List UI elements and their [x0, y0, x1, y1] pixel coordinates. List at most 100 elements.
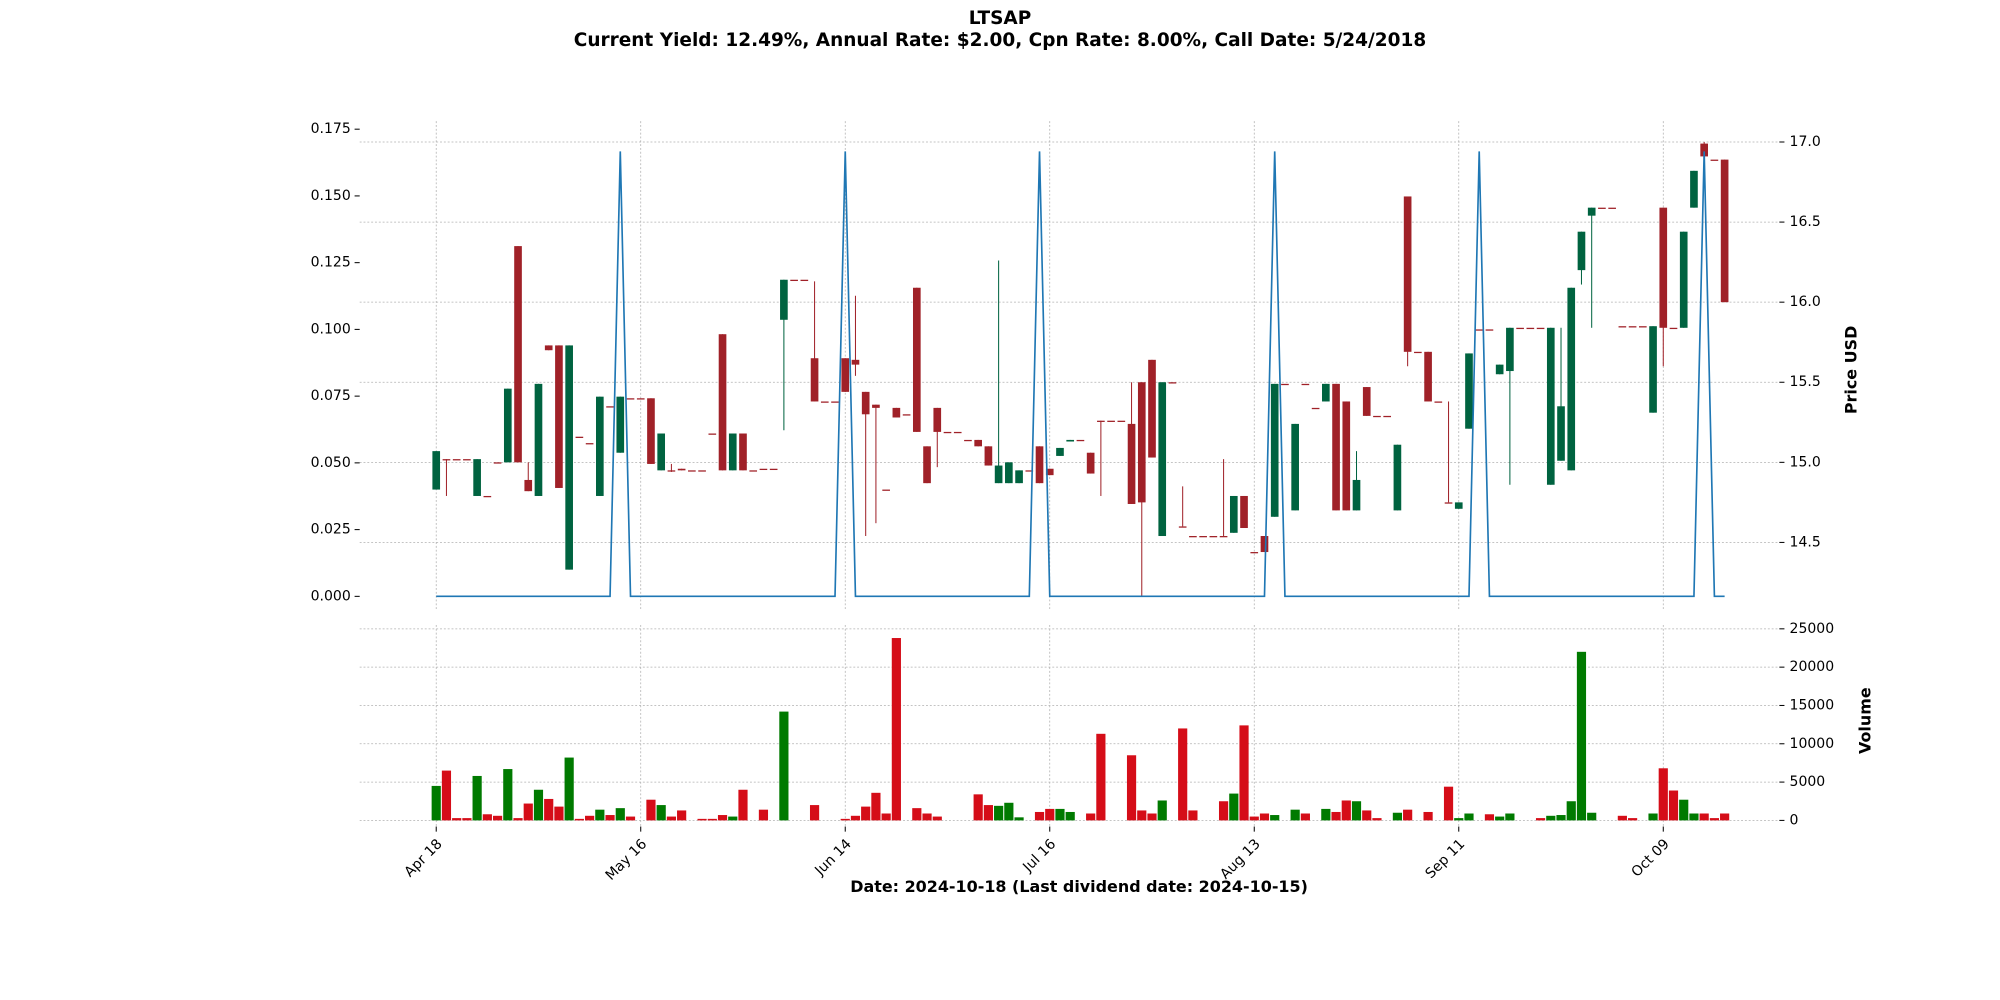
- volume-bar: [554, 806, 564, 821]
- volume-bar: [779, 711, 789, 821]
- candle-body: [820, 401, 829, 403]
- y2-tick-label: 16.5: [1790, 214, 1821, 230]
- candle-body: [1720, 159, 1729, 303]
- candle-body: [841, 358, 850, 392]
- volume-bar: [891, 638, 901, 821]
- candle-body: [1649, 326, 1657, 413]
- volume-bar: [697, 818, 707, 821]
- candle-body: [902, 414, 911, 416]
- candle-body: [544, 345, 553, 351]
- candle-body: [1495, 364, 1504, 375]
- candle-body: [1229, 495, 1238, 533]
- candle-body: [728, 433, 737, 471]
- volume-bar: [1576, 651, 1587, 821]
- x-tick-label: Jul 16: [1019, 836, 1059, 876]
- volume-bar: [1014, 817, 1024, 821]
- volume-bar: [1699, 813, 1709, 821]
- candle-body: [974, 439, 982, 447]
- candle-body: [555, 345, 563, 488]
- volume-bar: [646, 799, 656, 821]
- volume-bar: [1566, 801, 1576, 821]
- volume-bar: [656, 805, 666, 821]
- volume-bar: [1270, 815, 1280, 821]
- candle-body: [800, 279, 809, 282]
- candle-body: [964, 439, 972, 442]
- candle-body: [851, 359, 860, 365]
- candle-body: [1045, 468, 1054, 476]
- candle-body: [1577, 231, 1586, 271]
- candle-body: [1638, 326, 1647, 328]
- y-tick-label: 0.050: [311, 455, 351, 471]
- candle-body: [1158, 382, 1167, 537]
- candle-body: [1373, 415, 1381, 418]
- x-tick-label: Jun 14: [811, 836, 854, 879]
- volume-tick-label: 15000: [1790, 697, 1835, 713]
- x-axis-label: Date: 2024-10-18 (Last dividend date: 20…: [850, 877, 1308, 896]
- candle-body: [1311, 407, 1320, 410]
- y-tick-label: 0.100: [311, 321, 351, 337]
- candle-body: [1383, 415, 1392, 418]
- candle-body: [1526, 327, 1535, 330]
- volume-bar: [1300, 813, 1310, 821]
- volume-bar: [595, 809, 605, 821]
- volume-bar: [666, 816, 677, 821]
- volume-bar: [1055, 808, 1065, 821]
- candle-body: [575, 436, 584, 438]
- candle-body: [463, 459, 471, 461]
- candle-body: [1608, 207, 1616, 209]
- volume-bar: [707, 818, 717, 821]
- volume-bar: [738, 789, 748, 821]
- candle-body: [1178, 526, 1187, 528]
- volume-bar: [1321, 808, 1331, 821]
- volume-bar: [1689, 813, 1699, 821]
- volume-bar: [1709, 818, 1719, 821]
- volume-bar: [1505, 813, 1515, 821]
- candle-body: [759, 468, 768, 471]
- volume-bar: [1137, 810, 1147, 821]
- candle-body: [1322, 383, 1330, 402]
- candle-body: [933, 407, 942, 432]
- volume-bar: [1495, 816, 1505, 821]
- volume-bar: [441, 770, 452, 821]
- candle-body: [1454, 502, 1463, 509]
- candle-body: [1516, 327, 1524, 330]
- candle-body: [1598, 207, 1606, 209]
- volume-bar: [1341, 800, 1351, 821]
- candle-body: [1465, 353, 1473, 429]
- volume-bar: [1188, 810, 1198, 821]
- candle-body: [1056, 447, 1064, 456]
- volume-tick-label: 25000: [1790, 621, 1835, 637]
- candle-body: [1536, 327, 1545, 330]
- volume-bar: [564, 757, 574, 821]
- candle-body: [1659, 207, 1668, 328]
- y-tick-label: 0.150: [311, 188, 351, 204]
- candle-body: [1485, 329, 1494, 331]
- candle-body: [892, 407, 901, 418]
- volume-bar: [1351, 801, 1362, 821]
- candle-body: [831, 401, 839, 403]
- candle-body: [739, 433, 747, 471]
- candle-body: [912, 287, 921, 432]
- candle-body: [1414, 351, 1422, 354]
- candle-body: [585, 443, 594, 445]
- volume-bar: [431, 785, 441, 821]
- volume-axis-label: Volume: [1856, 687, 1875, 754]
- volume-bar: [1126, 755, 1137, 821]
- volume-bar: [1034, 811, 1045, 821]
- candle-body: [473, 459, 481, 496]
- candle-body: [514, 246, 522, 463]
- candle-body: [442, 459, 451, 461]
- candle-body: [1260, 536, 1269, 553]
- volume-bar: [717, 815, 728, 821]
- candle-body: [810, 358, 819, 402]
- candle-body: [1669, 327, 1678, 330]
- volume-bar: [1403, 809, 1413, 821]
- candle-body: [1250, 552, 1259, 554]
- candle-body: [1710, 159, 1719, 161]
- candle-body: [616, 396, 625, 453]
- candle-body: [984, 446, 993, 466]
- candle-body: [1189, 536, 1197, 538]
- candle-body: [1086, 452, 1095, 474]
- candle-body: [749, 470, 758, 472]
